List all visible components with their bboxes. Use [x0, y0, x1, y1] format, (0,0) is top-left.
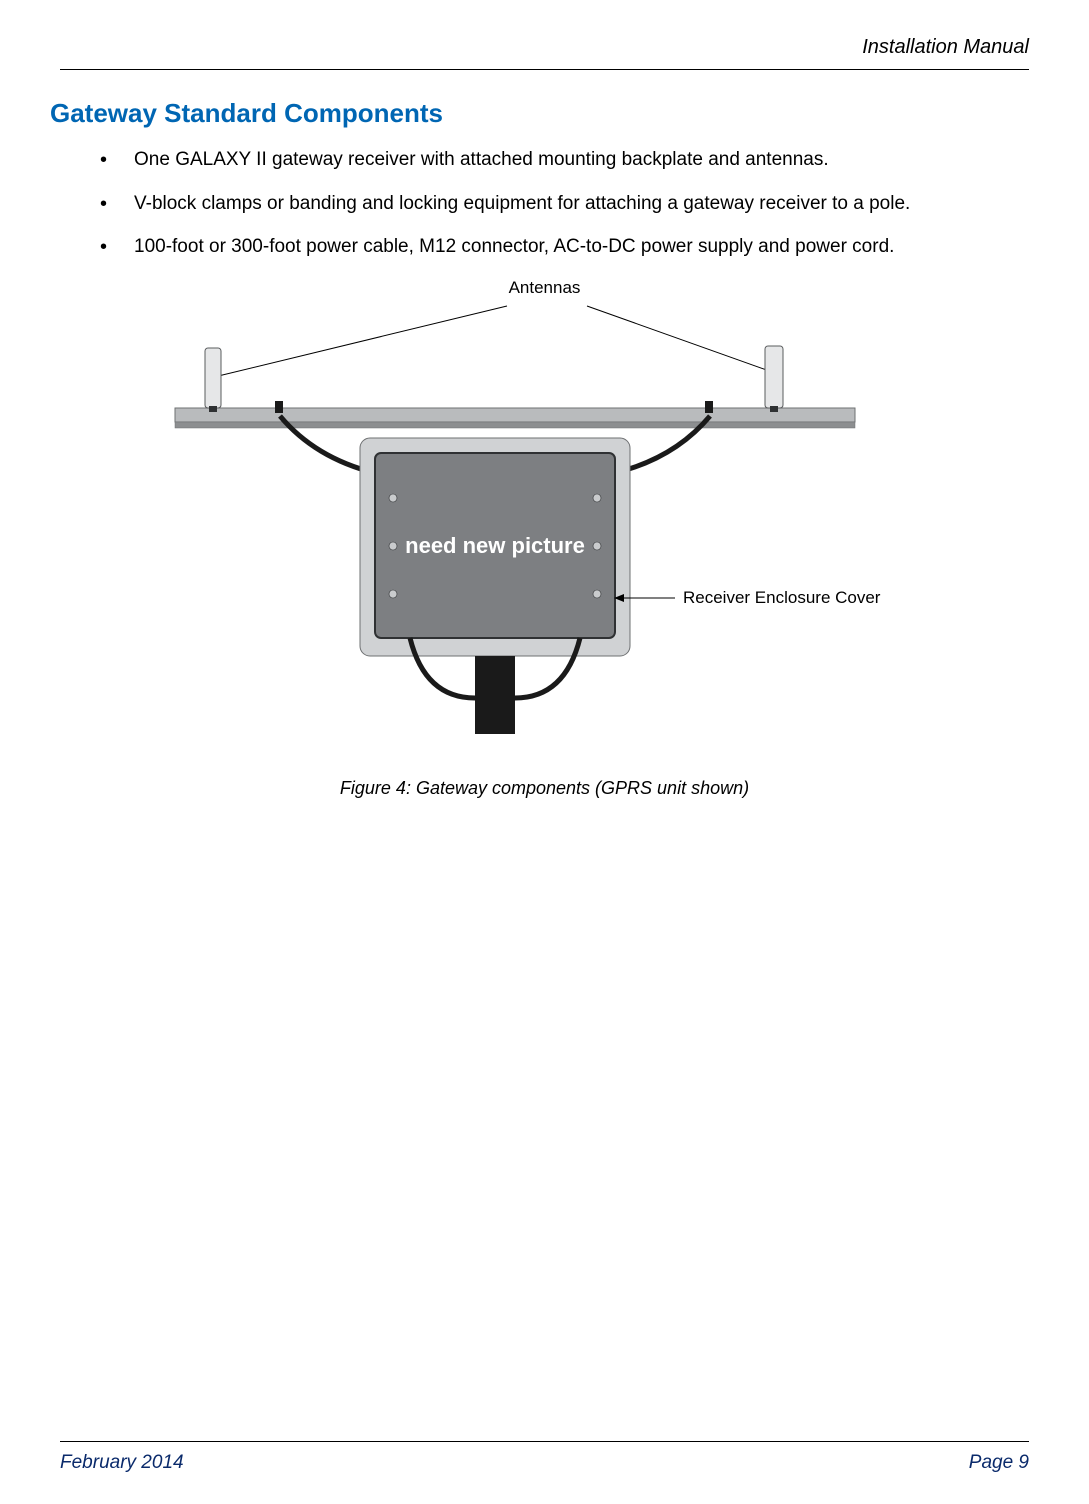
header-doc-title: Installation Manual — [60, 36, 1029, 70]
section-heading: Gateway Standard Components — [50, 98, 1029, 129]
footer-page: Page 9 — [969, 1452, 1029, 1474]
page-footer: February 2014 Page 9 — [60, 1441, 1029, 1474]
footer-date: February 2014 — [60, 1452, 184, 1474]
antennas-label: Antennas — [509, 278, 581, 298]
gateway-diagram: need new picture Receiver Enclosure Cove… — [135, 298, 955, 738]
list-item: V-block clamps or banding and locking eq… — [100, 191, 1029, 217]
receiver-cover-label: Receiver Enclosure Cover — [683, 588, 881, 607]
figure-caption: Figure 4: Gateway components (GPRS unit … — [60, 778, 1029, 799]
placeholder-text: need new picture — [405, 533, 585, 558]
components-list: One GALAXY II gateway receiver with atta… — [60, 147, 1029, 260]
list-item: 100-foot or 300-foot power cable, M12 co… — [100, 234, 1029, 260]
list-item: One GALAXY II gateway receiver with atta… — [100, 147, 1029, 173]
figure-container: Antennas — [60, 278, 1029, 758]
page: Installation Manual Gateway Standard Com… — [0, 0, 1089, 1504]
